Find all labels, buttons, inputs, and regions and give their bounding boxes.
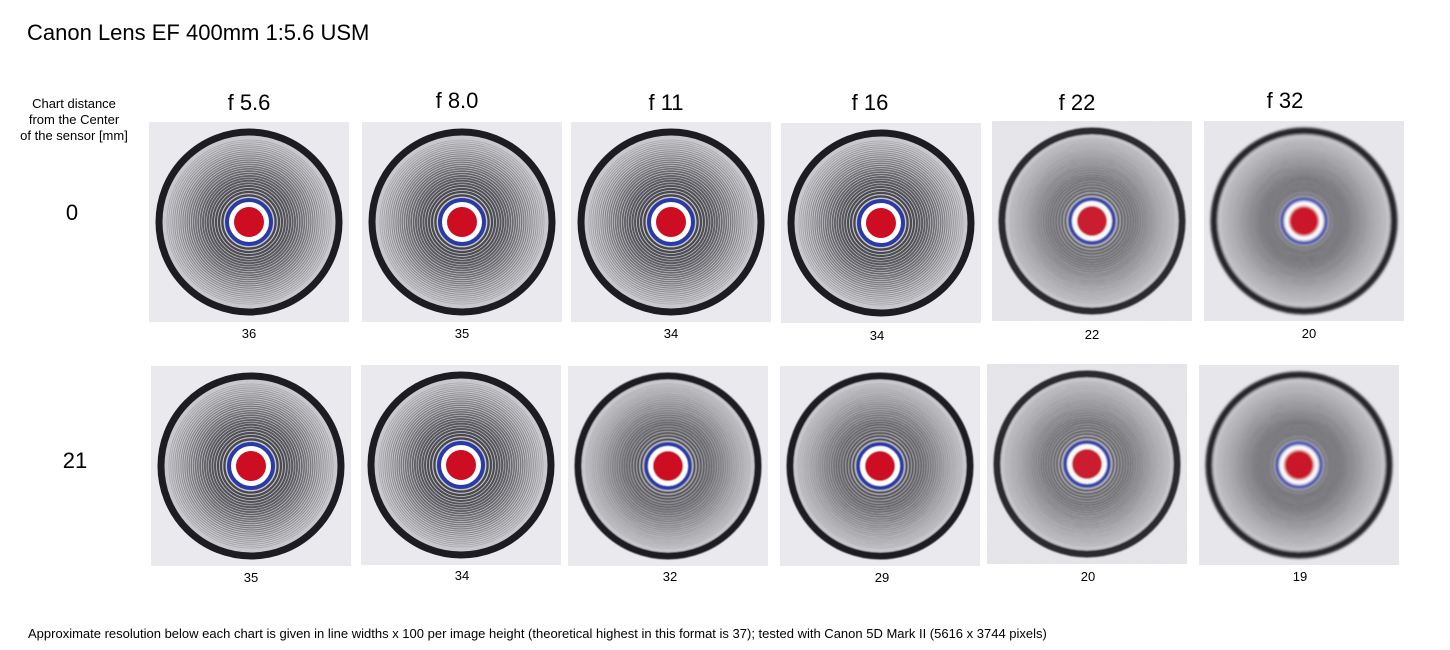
resolution-score: 22 [1084,327,1100,342]
row-header-line: of the sensor [mm] [20,128,128,143]
aperture-label: f 32 [1266,88,1304,113]
resolution-score: 34 [869,328,885,343]
row-header-line: from the Center [28,112,120,127]
target-graphic [157,372,345,560]
target-graphic [155,128,343,316]
resolution-score: 35 [243,570,259,585]
target-graphic [992,121,1192,321]
aperture-label: f 11 [648,90,684,115]
resolution-chart-image [149,122,349,322]
row-label-1: 21 [62,448,88,473]
aperture-label: f 5.6 [227,90,271,115]
row-header-line: Chart distance [32,96,116,111]
target-graphic [1199,365,1399,565]
resolution-chart-image [361,365,561,565]
resolution-chart-image [781,123,981,323]
target-graphic [786,372,974,560]
resolution-score: 35 [454,326,470,341]
aperture-label: f 16 [851,90,889,115]
aperture-label: f 22 [1058,90,1096,115]
resolution-score: 32 [662,569,678,584]
resolution-score: 36 [241,326,257,341]
aperture-label: f 8.0 [435,88,479,113]
resolution-chart-image [151,366,351,566]
resolution-chart-image [992,121,1192,321]
target-graphic [1204,121,1404,321]
resolution-chart-image [987,364,1187,564]
target-graphic [577,128,765,316]
target-graphic [368,128,556,316]
resolution-chart-image [568,366,768,566]
resolution-score: 29 [874,570,890,585]
footer-note: Approximate resolution below each chart … [28,626,1047,641]
resolution-chart-image [571,122,771,322]
resolution-score: 20 [1080,569,1096,584]
resolution-score: 34 [454,568,470,583]
row-header: Chart distance from the Center of the se… [18,96,130,144]
resolution-chart-image [780,366,980,566]
page-title: Canon Lens EF 400mm 1:5.6 USM [27,20,370,45]
resolution-score: 34 [663,326,679,341]
resolution-score: 20 [1301,326,1317,341]
row-label-0: 0 [65,200,79,225]
resolution-score: 19 [1292,569,1308,584]
target-graphic [987,364,1187,564]
resolution-chart-image [1199,365,1399,565]
resolution-chart-image [362,122,562,322]
target-graphic [367,371,555,559]
target-graphic [787,129,975,317]
resolution-chart-image [1204,121,1404,321]
target-graphic [574,372,762,560]
